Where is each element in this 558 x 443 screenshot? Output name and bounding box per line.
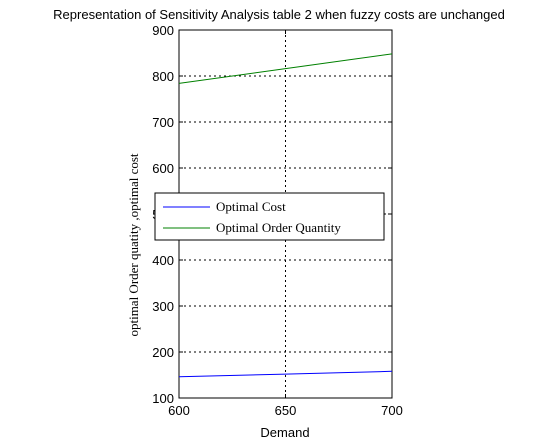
- y-tick-label: 700: [152, 115, 174, 130]
- series-line-optimal-order-quantity: [178, 53, 393, 84]
- chart-title: Representation of Sensitivity Analysis t…: [53, 7, 505, 22]
- x-tick-label: 650: [275, 403, 297, 418]
- plot-area: 600650700100200300400500600700800900Opti…: [152, 23, 403, 418]
- y-tick-label: 200: [152, 345, 174, 360]
- legend-box: [154, 192, 385, 241]
- y-tick-label: 800: [152, 69, 174, 84]
- y-tick-label: 600: [152, 161, 174, 176]
- y-axis-label: optimal Order quatity ,optimal cost: [126, 153, 141, 336]
- y-tick-label: 100: [152, 391, 174, 406]
- y-tick-label: 900: [152, 23, 174, 38]
- y-tick-label: 400: [152, 253, 174, 268]
- series-line-optimal-cost: [178, 370, 393, 378]
- x-tick-label: 700: [381, 403, 403, 418]
- x-axis-label: Demand: [260, 425, 309, 440]
- legend-label-optimal-order-quantity: Optimal Order Quantity: [216, 220, 341, 235]
- y-tick-label: 300: [152, 299, 174, 314]
- legend-label-optimal-cost: Optimal Cost: [216, 199, 286, 214]
- x-tick-label: 600: [168, 403, 190, 418]
